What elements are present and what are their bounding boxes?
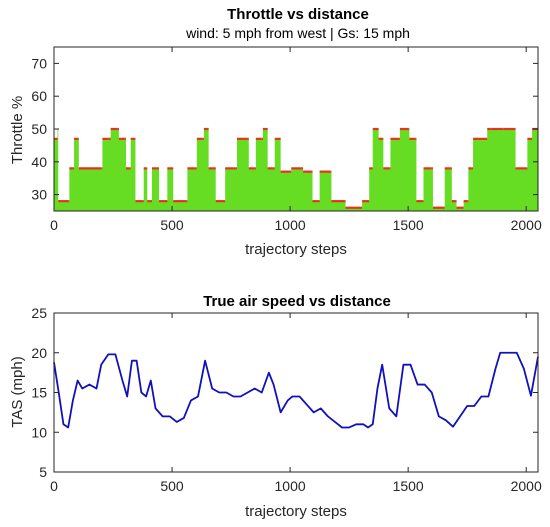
x-tick-label: 500 <box>160 217 184 233</box>
tas-chart: True air speed vs distance 0 500 1000 1500 2… <box>9 293 542 520</box>
x-tick-label: 1500 <box>393 217 424 233</box>
throttle-chart-title: Throttle vs distance <box>227 6 369 23</box>
throttle-chart: Throttle vs distance wind: 5 mph from we… <box>9 6 542 258</box>
y-tick-label: 10 <box>31 424 47 440</box>
tas-chart-title: True air speed vs distance <box>203 293 391 310</box>
throttle-area <box>54 129 538 211</box>
throttle-x-ticks: 0 500 1000 1500 2000 <box>50 47 542 233</box>
y-tick-label: 25 <box>31 305 47 321</box>
tas-line <box>53 351 539 429</box>
tas-x-axis-label: trajectory steps <box>245 503 347 520</box>
throttle-y-axis-label: Throttle % <box>9 96 26 164</box>
x-tick-label: 2000 <box>511 478 542 494</box>
x-tick-label: 0 <box>50 478 58 494</box>
y-tick-label: 50 <box>31 121 47 137</box>
x-tick-label: 2000 <box>511 217 542 233</box>
throttle-plot-area <box>54 127 538 211</box>
y-tick-label: 30 <box>31 187 47 203</box>
tas-y-axis-label: TAS (mph) <box>9 356 26 427</box>
throttle-chart-subtitle: wind: 5 mph from west | Gs: 15 mph <box>185 25 410 41</box>
tas-x-ticks: 0 500 1000 1500 2000 <box>50 313 542 494</box>
y-tick-label: 40 <box>31 154 47 170</box>
y-tick-label: 5 <box>39 464 47 480</box>
tas-y-ticks: 5 10 15 20 25 <box>31 305 538 480</box>
x-tick-label: 0 <box>50 217 58 233</box>
y-tick-label: 15 <box>31 385 47 401</box>
y-tick-label: 60 <box>31 88 47 104</box>
throttle-y-ticks: 30 40 50 60 70 <box>31 55 538 203</box>
y-tick-label: 70 <box>31 55 47 71</box>
throttle-x-axis-label: trajectory steps <box>245 241 347 258</box>
x-tick-label: 1500 <box>393 478 424 494</box>
tas-plot-area <box>53 351 539 429</box>
y-tick-label: 20 <box>31 345 47 361</box>
x-tick-label: 1000 <box>275 478 306 494</box>
x-tick-label: 500 <box>160 478 184 494</box>
x-tick-label: 1000 <box>275 217 306 233</box>
